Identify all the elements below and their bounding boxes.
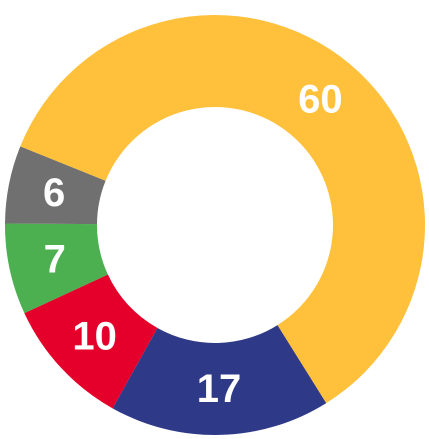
donut-slice: [5, 146, 106, 225]
donut-slice: [24, 274, 158, 409]
donut-slice: [4, 223, 108, 314]
slice-label: 6: [43, 171, 65, 215]
donut-slice: [20, 14, 426, 404]
slice-label: 60: [298, 77, 343, 121]
slice-label: 10: [72, 314, 117, 358]
slice-label: 17: [197, 367, 242, 411]
slice-label: 7: [44, 238, 66, 282]
donut-slice: [112, 325, 327, 435]
